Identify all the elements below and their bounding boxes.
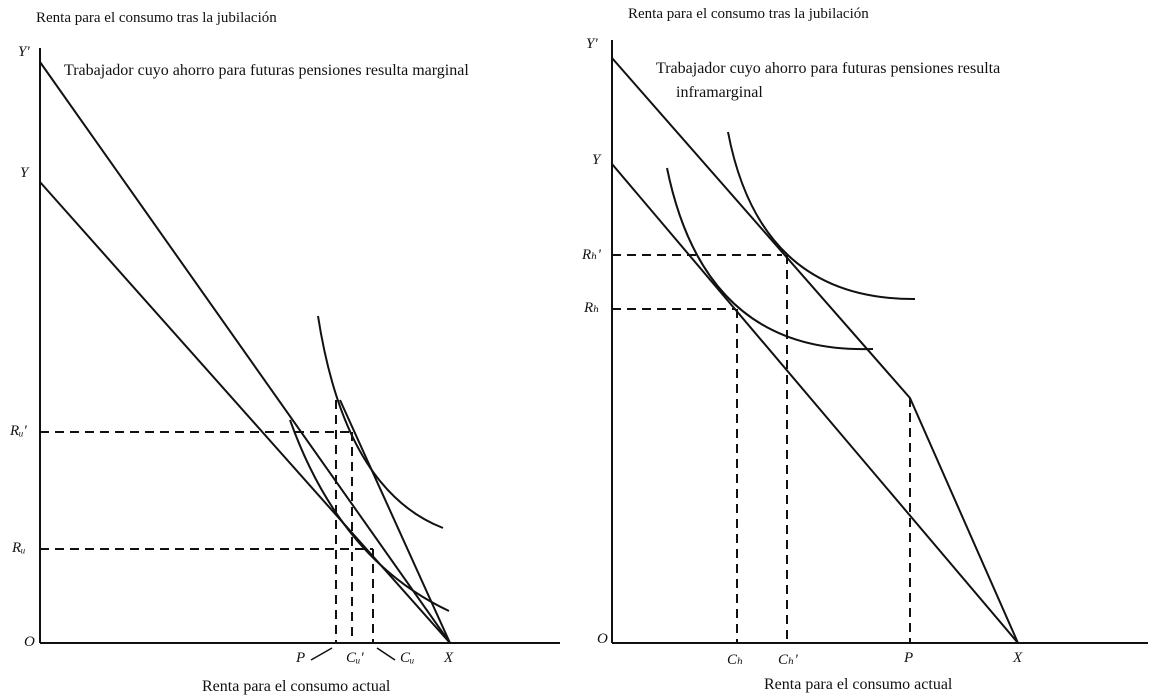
right-label-y: Y bbox=[592, 152, 601, 168]
left-label-r-u-prime: Rᵤ' bbox=[10, 423, 27, 439]
right-budget-line-y-prime bbox=[611, 57, 1019, 644]
left-label-y-prime: Y' bbox=[18, 44, 30, 60]
right-label-x: X bbox=[1013, 650, 1023, 666]
left-label-c-u: Cᵤ bbox=[400, 650, 415, 666]
right-label-r-b-prime: Rₕ' bbox=[582, 247, 601, 263]
right-label-c-b-prime: Cₕ' bbox=[778, 652, 798, 668]
left-indifference-curve-lower bbox=[289, 419, 450, 612]
left-budget-line-y-prime bbox=[39, 61, 451, 644]
left-label-y: Y bbox=[20, 165, 29, 181]
right-annotation-line1: Trabajador cuyo ahorro para futuras pens… bbox=[656, 60, 1001, 77]
right-label-r-b: Rₕ bbox=[584, 300, 600, 316]
left-label-r-u: Rᵤ bbox=[12, 540, 26, 556]
left-y-axis-title: Renta para el consumo tras la jubilación bbox=[36, 10, 277, 26]
right-label-p: P bbox=[904, 650, 914, 666]
right-budget-line-y bbox=[611, 163, 1019, 644]
right-y-axis-title: Renta para el consumo tras la jubilación bbox=[628, 6, 869, 22]
left-annotation: Trabajador cuyo ahorro para futuras pens… bbox=[64, 62, 469, 79]
right-indifference-curve-lower bbox=[666, 167, 874, 351]
right-indifference-curve-upper bbox=[727, 131, 916, 301]
left-budget-line-y bbox=[39, 181, 451, 644]
left-indifference-curve-upper bbox=[317, 315, 444, 529]
right-x-axis-title: Renta para el consumo actual bbox=[764, 676, 953, 693]
right-label-origin: O bbox=[597, 631, 608, 647]
left-label-origin: O bbox=[24, 634, 35, 650]
left-pension-segment bbox=[339, 399, 451, 644]
left-label-p: P bbox=[296, 650, 306, 666]
right-label-c-b: Cₕ bbox=[727, 652, 744, 668]
left-c-u-pointer bbox=[376, 647, 396, 661]
right-annotation-line2: inframarginal bbox=[676, 84, 763, 101]
left-p-pointer bbox=[310, 647, 333, 661]
left-label-x: X bbox=[444, 650, 454, 666]
left-label-c-u-prime: Cᵤ' bbox=[346, 650, 364, 666]
right-label-y-prime: Y' bbox=[586, 36, 598, 52]
left-x-axis-title: Renta para el consumo actual bbox=[202, 678, 391, 695]
